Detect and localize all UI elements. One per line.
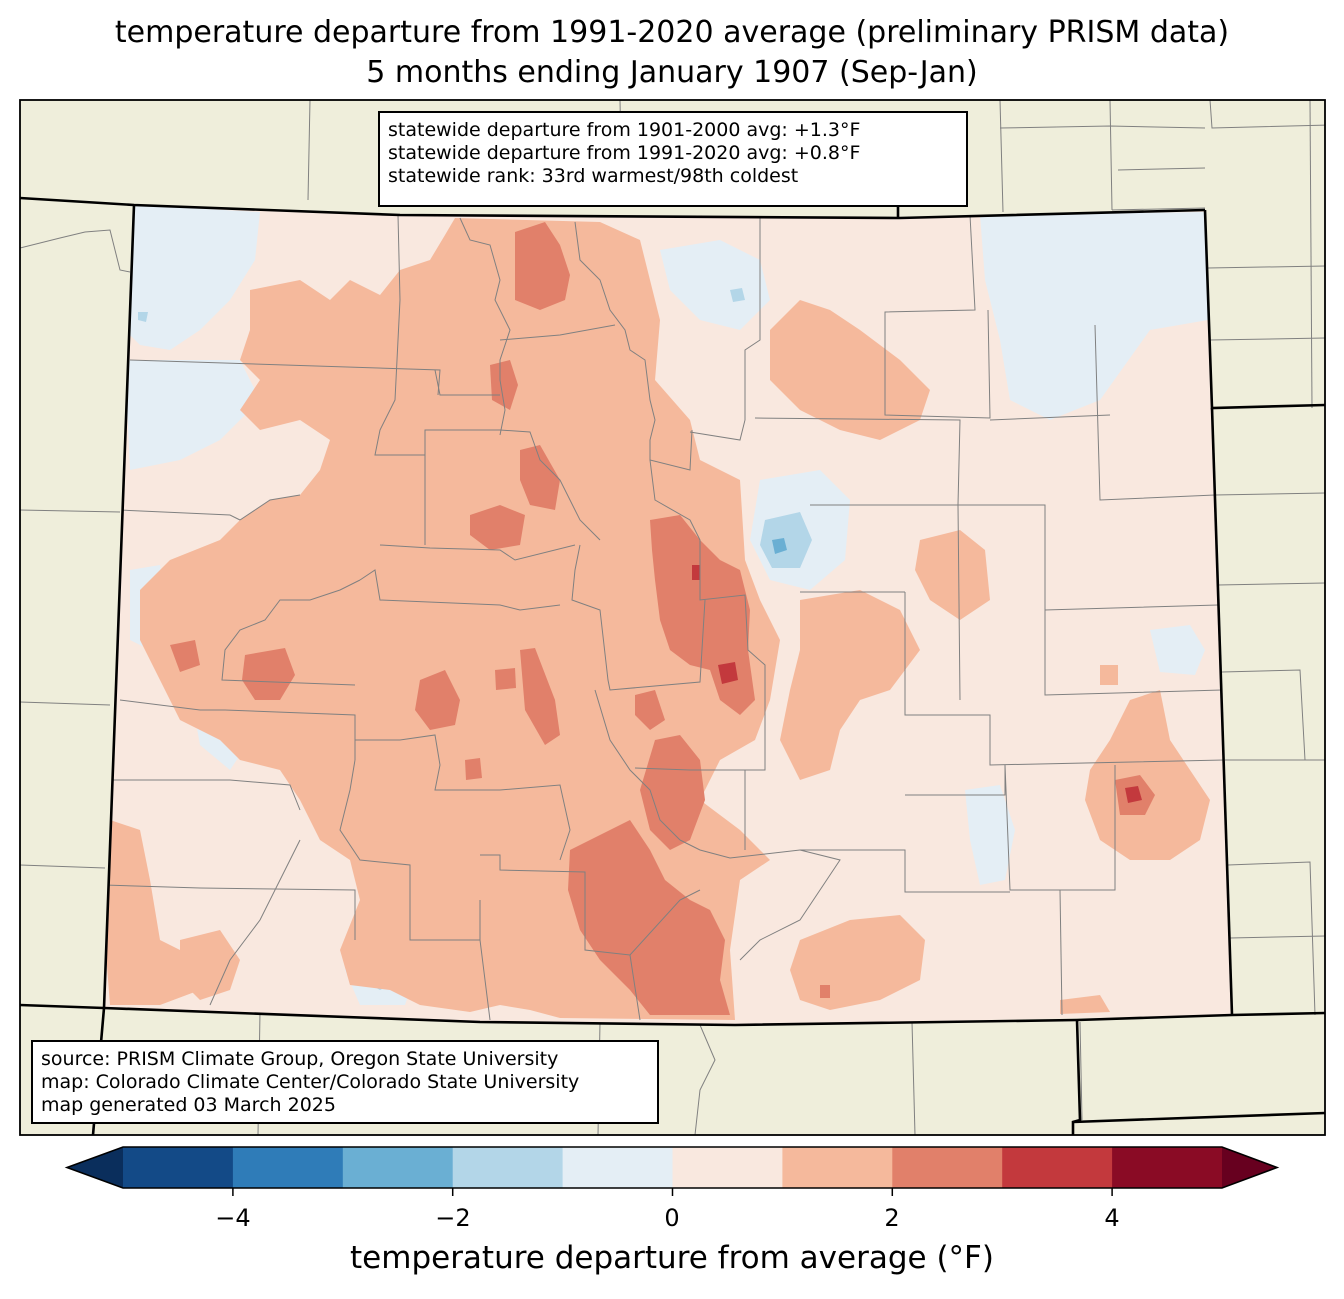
colorbar-bin — [892, 1147, 1003, 1188]
contour-minus3-to-minus2 — [772, 538, 787, 554]
contour-plus3-to-plus4 — [692, 565, 1142, 803]
colorbar-bin — [672, 1147, 783, 1188]
map-frame — [19, 99, 1326, 1136]
colorbar-outline — [64, 1146, 1280, 1189]
contour-plus1-to-plus2 — [105, 218, 1210, 1020]
departure-contours — [105, 205, 1210, 1020]
source-line-prism: source: PRISM Climate Group, Oregon Stat… — [41, 1048, 559, 1070]
colorbar-tick-label: 4 — [1104, 1204, 1120, 1232]
colorbar-tick-label: −2 — [435, 1204, 471, 1232]
colorbar-bin — [123, 1147, 234, 1188]
colorbar-tick-label: 0 — [664, 1204, 680, 1232]
map-title-line2: 5 months ending January 1907 (Sep-Jan) — [366, 55, 978, 90]
map-title-line1: temperature departure from 1991-2020 ave… — [114, 15, 1230, 50]
colorbar-label: temperature departure from average (°F) — [350, 1240, 994, 1276]
colorado-county-lines — [104, 214, 1226, 1021]
statewide-stats-box: statewide departure from 1901-2000 avg: … — [378, 111, 968, 207]
colorbar-bin — [232, 1147, 344, 1188]
colorbar-bin — [562, 1147, 673, 1188]
colorbar-over-arrow — [1222, 1147, 1277, 1188]
colorbar-bin — [1002, 1147, 1113, 1188]
stats-line-1901-2000: statewide departure from 1901-2000 avg: … — [388, 119, 861, 141]
source-line-map: map: Colorado Climate Center/Colorado St… — [41, 1071, 580, 1093]
stats-line-1991-2020: statewide departure from 1991-2020 avg: … — [388, 142, 861, 164]
colorbar-under-arrow — [67, 1147, 123, 1188]
colorbar-bin — [1112, 1147, 1223, 1188]
colorbar-bin — [342, 1147, 454, 1188]
colorbar-tick-label: −4 — [215, 1204, 251, 1232]
colorbar-bin — [782, 1147, 893, 1188]
source-line-generated: map generated 03 March 2025 — [41, 1094, 336, 1116]
colorbar-bin — [452, 1147, 564, 1188]
stats-line-rank: statewide rank: 33rd warmest/98th coldes… — [388, 165, 799, 187]
colorbar-tick-label: 2 — [884, 1204, 900, 1232]
colorbar — [64, 1146, 1280, 1196]
source-box: source: PRISM Climate Group, Oregon Stat… — [31, 1040, 659, 1124]
contour-plus2-to-plus3 — [170, 222, 1155, 1015]
